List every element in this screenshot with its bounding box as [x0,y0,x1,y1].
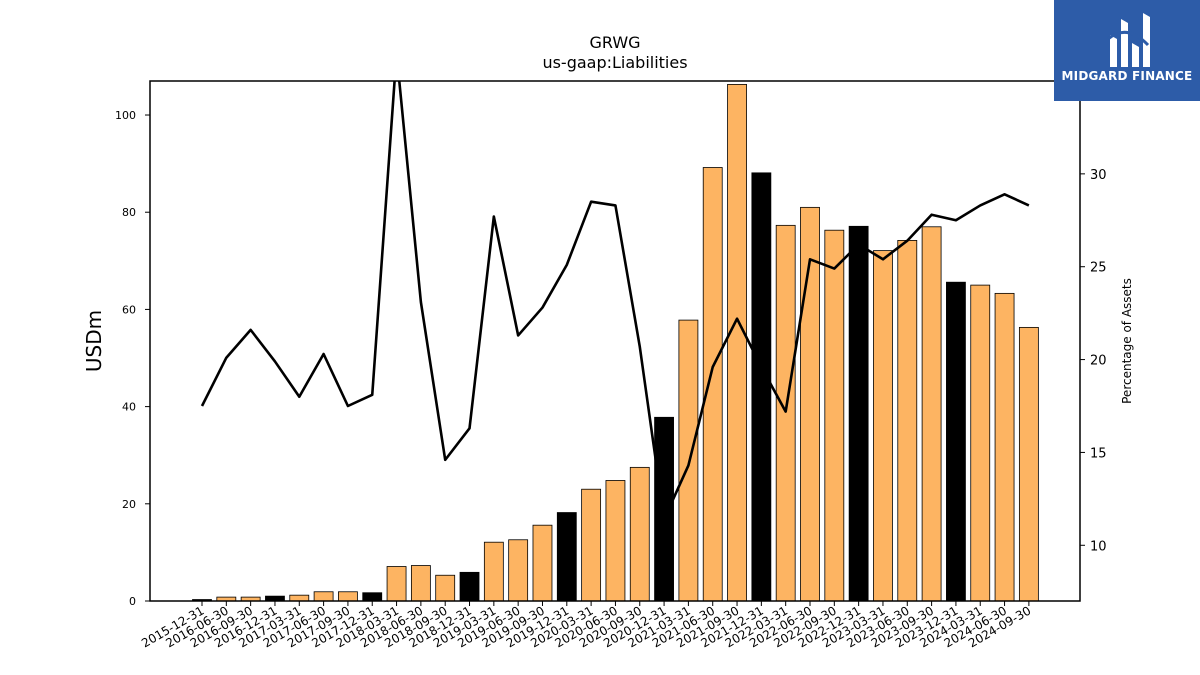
bar [727,84,747,602]
y2-tick-label: 20 [1090,354,1107,369]
y-axis-label: USDm [82,310,106,372]
bar [1018,326,1039,602]
bar [751,172,772,602]
bar [289,594,310,602]
bar [824,229,845,602]
bar [532,524,553,602]
bar [459,571,480,602]
chart-subtitle: us-gaap:Liabilities [542,53,687,72]
bar [338,591,358,602]
bar [873,250,893,602]
y-tick-label: 60 [122,303,136,316]
bar [921,226,942,602]
bar [508,539,529,602]
bar [386,566,407,602]
right-axis-ticks: 10 15 20 25 30 [1080,168,1107,554]
percentage-line [200,81,1030,521]
bar [848,225,869,602]
bar [410,565,431,602]
bar [654,416,674,602]
y2-axis-label: Percentage of Assets [1120,278,1134,404]
bar [629,466,650,602]
bar [556,512,577,602]
midgard-logo-icon [1107,13,1150,67]
bar [946,281,966,602]
bar [435,574,456,602]
y-tick-label: 40 [122,401,136,414]
chart-title: GRWG [589,33,640,52]
left-axis-ticks: 0 20 40 60 80 100 [115,109,150,608]
y-tick-label: 0 [129,595,136,608]
brand-name: MIDGARD FINANCE [1061,69,1193,83]
y-tick-label: 20 [122,498,136,511]
bar [702,167,723,602]
y2-tick-label: 15 [1090,446,1107,461]
bar [581,488,602,602]
bar [483,541,504,602]
y2-tick-label: 30 [1090,168,1107,183]
brand-logo: MIDGARD FINANCE [1054,0,1200,101]
y2-tick-label: 10 [1090,539,1107,554]
bar [970,284,991,602]
y2-tick-label: 25 [1090,261,1107,276]
y-tick-label: 80 [122,206,136,219]
bar [994,292,1015,602]
bar [605,480,626,602]
bar [362,592,383,602]
bar [313,591,334,602]
bar [775,224,796,602]
y-tick-label: 100 [115,109,136,122]
x-axis-ticks: 2015-12-312016-06-302016-09-302016-12-31… [139,601,1033,650]
bar-series [192,84,1039,602]
line-series [200,81,1030,521]
bar [897,239,918,602]
